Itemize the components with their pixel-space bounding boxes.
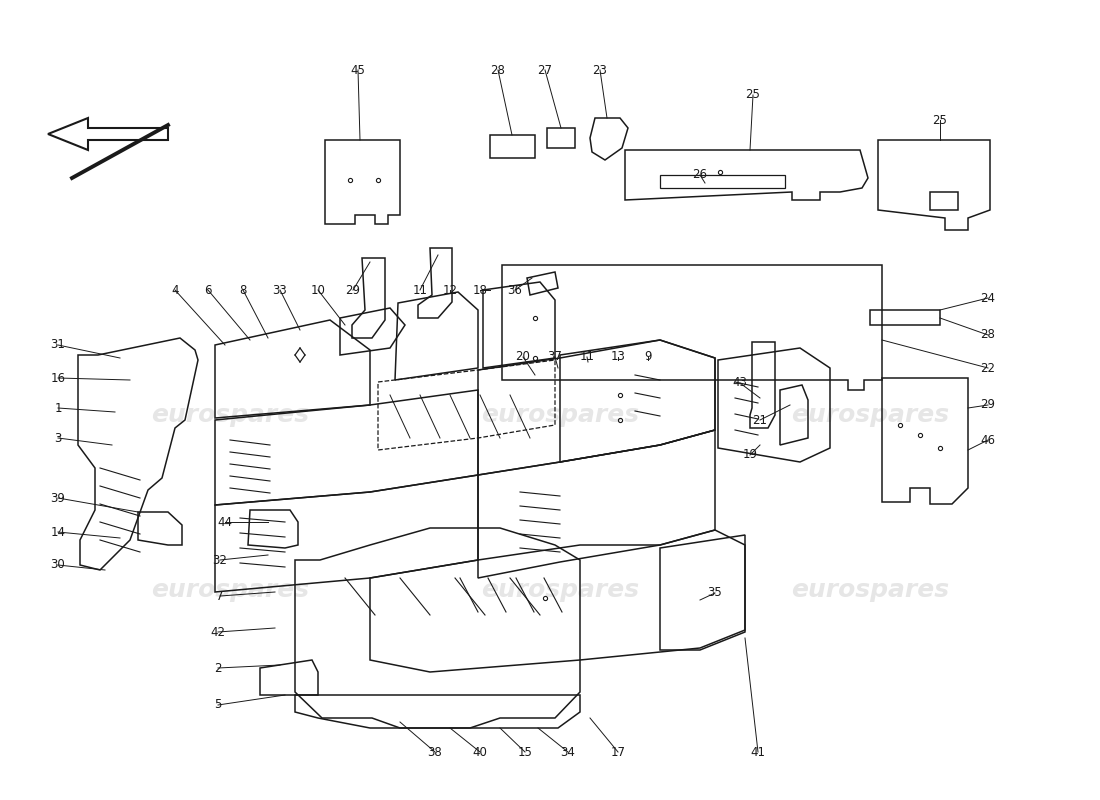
Text: 28: 28 [491, 63, 505, 77]
Text: 25: 25 [746, 89, 760, 102]
Text: 29: 29 [345, 283, 361, 297]
Text: 7: 7 [217, 590, 223, 602]
Text: 45: 45 [351, 63, 365, 77]
Text: 43: 43 [733, 377, 747, 390]
Text: 46: 46 [980, 434, 996, 446]
Text: 5: 5 [214, 698, 222, 711]
Text: 18: 18 [473, 283, 487, 297]
Text: 22: 22 [980, 362, 996, 374]
Text: eurospares: eurospares [151, 578, 309, 602]
Text: eurospares: eurospares [791, 578, 949, 602]
Text: 9: 9 [645, 350, 651, 363]
Text: 10: 10 [310, 283, 326, 297]
Text: 2: 2 [214, 662, 222, 674]
Text: 28: 28 [980, 329, 996, 342]
Text: 23: 23 [593, 63, 607, 77]
Text: 20: 20 [516, 350, 530, 363]
Text: 15: 15 [518, 746, 532, 758]
Text: eurospares: eurospares [791, 403, 949, 427]
Text: 19: 19 [742, 449, 758, 462]
Text: 39: 39 [51, 491, 65, 505]
Text: 6: 6 [205, 283, 211, 297]
Text: 29: 29 [980, 398, 996, 411]
Text: 42: 42 [210, 626, 225, 638]
Text: 11: 11 [580, 350, 594, 363]
Text: 13: 13 [610, 350, 626, 363]
Text: 30: 30 [51, 558, 65, 571]
Text: 17: 17 [610, 746, 626, 758]
Text: 8: 8 [240, 283, 246, 297]
Text: 37: 37 [548, 350, 562, 363]
Text: eurospares: eurospares [151, 403, 309, 427]
Text: 35: 35 [707, 586, 723, 599]
Text: eurospares: eurospares [481, 578, 639, 602]
Polygon shape [930, 192, 958, 210]
Text: eurospares: eurospares [481, 403, 639, 427]
Text: 12: 12 [442, 283, 458, 297]
Text: 41: 41 [750, 746, 766, 758]
Text: 11: 11 [412, 283, 428, 297]
Polygon shape [48, 118, 168, 150]
Text: 26: 26 [693, 169, 707, 182]
Text: 16: 16 [51, 371, 66, 385]
Text: 44: 44 [218, 515, 232, 529]
Text: 27: 27 [538, 63, 552, 77]
Text: 24: 24 [980, 291, 996, 305]
Text: 21: 21 [752, 414, 768, 426]
Text: 1: 1 [54, 402, 62, 414]
Text: 32: 32 [212, 554, 228, 566]
Text: 36: 36 [507, 283, 522, 297]
Text: 34: 34 [561, 746, 575, 758]
Text: 33: 33 [273, 283, 287, 297]
Text: 40: 40 [473, 746, 487, 758]
Text: 31: 31 [51, 338, 65, 351]
Text: 38: 38 [428, 746, 442, 758]
Text: 4: 4 [172, 283, 178, 297]
Text: 25: 25 [933, 114, 947, 126]
Text: 14: 14 [51, 526, 66, 538]
Text: 3: 3 [54, 431, 62, 445]
